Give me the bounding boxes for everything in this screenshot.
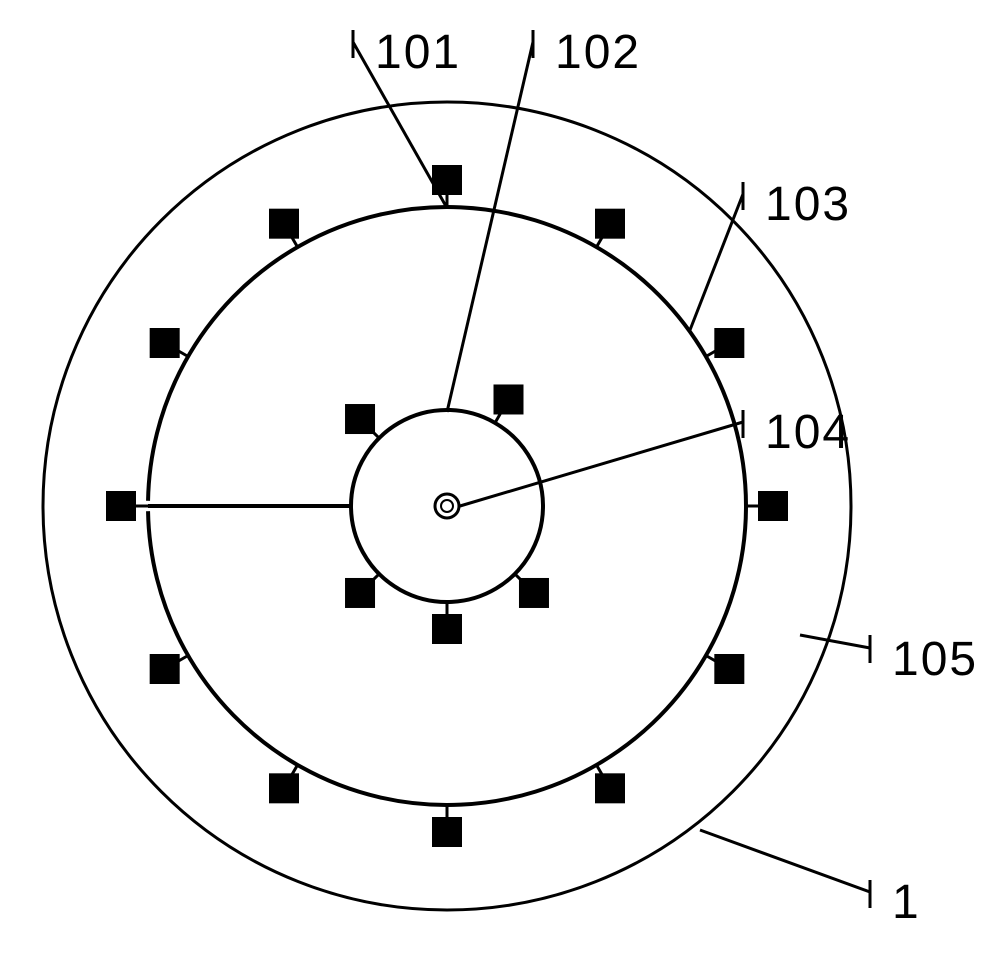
label-101: 101 [375,26,461,79]
outer-marker-11 [595,209,625,247]
marker-square [714,654,744,684]
outer-marker-7 [595,765,625,803]
marker-square [494,384,524,414]
label-104: 104 [765,406,851,459]
center-hub-outer [435,494,459,518]
callout-group: 101 102 103 104 105 1 [353,26,978,929]
marker-square [432,614,462,644]
marker-square [595,209,625,239]
outer-marker-5 [269,765,299,803]
leader-line [690,194,743,330]
inner-marker-1 [345,404,379,438]
marker-square [519,578,549,608]
inner-marker-0 [494,384,524,422]
inner-spiral-ring [148,410,543,602]
outer-marker-6 [432,805,462,847]
inner-marker-group [345,384,549,644]
marker-square [432,817,462,847]
outer-marker-1 [269,209,299,247]
leader-line [460,422,743,506]
marker-square [150,654,180,684]
label-102: 102 [555,26,641,79]
outer-marker-3 [106,491,148,521]
outer-marker-10 [706,328,744,358]
label-103: 103 [765,178,851,231]
marker-square [345,404,375,434]
inner-marker-4 [515,574,549,608]
center-hub-inner [441,500,453,512]
outer-marker-4 [150,654,188,684]
inner-marker-2 [345,574,379,608]
callout-103: 103 [690,178,851,330]
outer-marker-2 [150,328,188,358]
callout-105: 105 [800,633,978,686]
leader-line [800,635,870,648]
marker-square [150,328,180,358]
leader-line [700,830,870,892]
outer-marker-0 [432,165,462,207]
diagram-canvas: 101 102 103 104 105 1 [0,0,995,961]
outer-marker-8 [706,654,744,684]
marker-square [106,491,136,521]
callout-104: 104 [460,406,851,506]
marker-square [714,328,744,358]
inner-marker-3 [432,602,462,644]
marker-square [595,773,625,803]
callout-1: 1 [700,830,921,929]
marker-square [758,491,788,521]
label-105: 105 [892,633,978,686]
label-1: 1 [892,876,921,929]
marker-square [269,773,299,803]
leader-line [447,42,533,412]
marker-square [345,578,375,608]
marker-square [269,209,299,239]
outer-marker-9 [746,491,788,521]
